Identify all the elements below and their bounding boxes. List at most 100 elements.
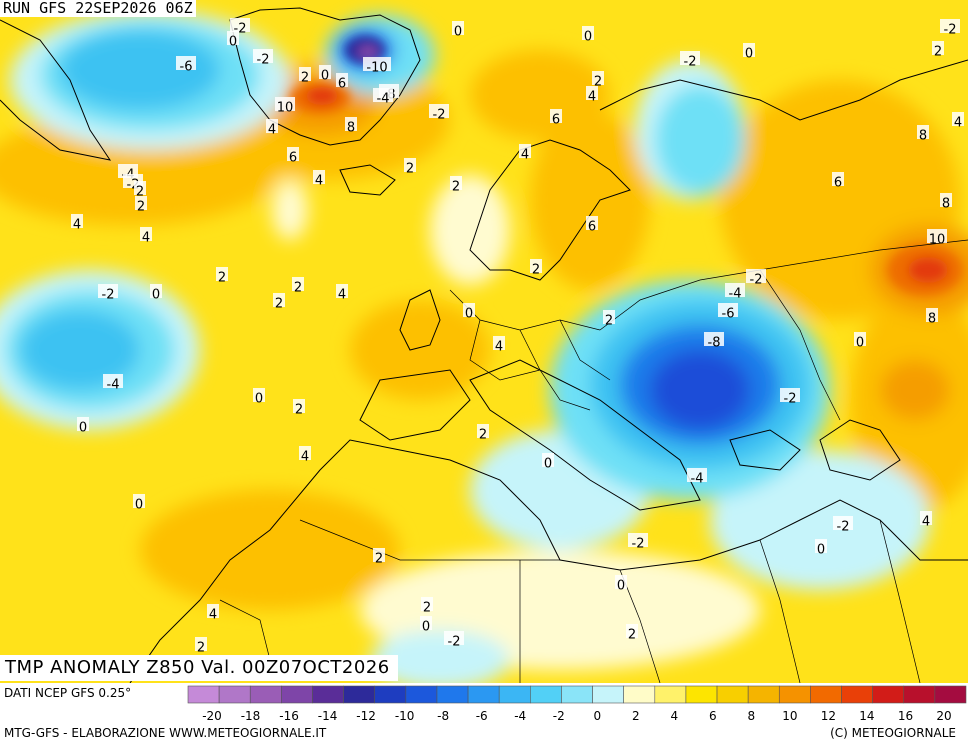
legend-tick-label: -12 [356,709,376,723]
contour-label: 0 [133,494,145,513]
contour-label-text: -8 [708,336,721,351]
contour-label: 4 [71,214,83,233]
contour-label: -2 [444,631,464,650]
contour-label: 4 [266,119,278,138]
north-africa-coast [129,439,968,683]
contour-label-bg [103,374,123,388]
contour-label-text: 6 [289,151,297,166]
contour-label-bg [952,112,964,126]
contour-label-bg [463,303,475,317]
contour-label: 2 [932,41,944,60]
legend-tick-label: -16 [279,709,299,723]
data-source-label: DATI NCEP GFS 0.25° [4,686,132,700]
legend-swatch [249,685,282,704]
contour-label: 2 [134,181,146,200]
contour-label: 8 [917,125,929,144]
legend-tick-label: -18 [241,709,261,723]
contour-label-text: 4 [954,116,962,131]
contour-label-bg [550,109,562,123]
legend-ticks: -20 -18 -16 -14 -12 -10 -8 -6 -4 -2 0 2 4 6 8 10 12 14 16 2… [202,709,951,723]
contour-label: 2 [404,158,416,177]
contour-label-text: 0 [255,392,263,407]
contour-label: 0 [319,65,331,84]
contour-label-bg [832,172,844,186]
contour-label-text: 2 [605,314,613,329]
contour-label-text: 6 [834,176,842,191]
contour-label-bg [404,158,416,172]
contour-label-text: -10 [366,61,387,76]
legend-swatch [498,685,531,704]
contour-label-bg [917,125,929,139]
legend-tick-label: 20 [936,709,951,723]
credit-right: (C) METEOGIORNALE [830,726,956,740]
legend-swatch [187,685,220,704]
contour-label: 2 [299,67,311,86]
contour-label: 0 [253,388,265,407]
contour-label: 2 [603,310,615,329]
contour-label-text: 4 [209,608,217,623]
contour-label: 2 [292,277,304,296]
contour-label-bg [230,18,250,32]
contour-label: 0 [420,616,432,635]
legend-swatch [312,685,344,704]
legend-swatch [281,685,313,704]
contour-label-bg [71,214,83,228]
contour-label-text: 0 [321,69,329,84]
contour-label-bg [815,539,827,553]
contour-label-bg [586,216,598,230]
contour-label: 8 [926,308,938,327]
contour-label-text: -4 [729,287,742,302]
contour-label-text: 2 [479,428,487,443]
contour-label-text: 0 [135,498,143,513]
contour-label: 10 [927,229,947,248]
legend-tick-label: -6 [476,709,488,723]
iberia-coast [359,369,471,441]
iceland-coast [339,164,396,196]
contour-label-bg [854,332,866,346]
contour-label-text: -4 [107,378,120,393]
contour-label-text: 2 [452,180,460,195]
contour-label-bg [615,575,627,589]
legend-swatch [716,685,749,704]
contour-label-bg [542,453,554,467]
contour-label: 4 [952,112,964,131]
contour-label-bg [592,71,604,85]
contour-label: -2 [940,19,960,38]
contour-label: -2 [98,284,118,303]
contour-label-bg [450,176,462,190]
legend-swatch [841,685,873,704]
contour-label-text: 4 [338,288,346,303]
contour-label: 2 [450,176,462,195]
russia-arctic-coast [599,59,968,121]
contour-label: 4 [299,446,311,465]
contour-label: 0 [743,43,755,62]
contour-label-bg [704,332,724,346]
contour-label-bg [530,259,542,273]
contour-label-bg [932,41,944,55]
legend-swatch [218,685,251,704]
legend-swatches [187,685,967,704]
legend-tick-label: 2 [632,709,640,723]
legend-swatch [623,685,656,704]
contour-label-bg [299,446,311,460]
contour-label-text: -6 [180,60,193,75]
contour-label-text: 0 [817,543,825,558]
legend-tick-label: 6 [709,709,717,723]
contour-label-text: 0 [79,421,87,436]
contour-label-bg [134,181,146,195]
contour-label: -2 [680,51,700,70]
legend-tick-label: 0 [593,709,601,723]
contour-label: 6 [832,172,844,191]
legend-tick-label: 4 [670,709,678,723]
contour-label: 4 [140,227,152,246]
contour-label-text: -6 [722,307,735,322]
contour-label-text: 4 [301,450,309,465]
contour-label-bg [429,104,449,118]
contour-label: 2 [477,424,489,443]
contour-label-bg [519,144,531,158]
contour-label: 0 [150,284,162,303]
contour-label-text: 2 [406,162,414,177]
legend-tick-label: 14 [859,709,874,723]
map-title: TMP ANOMALY Z850 Val. 00Z07OCT2026 [0,655,398,681]
contour-label-text: -4 [691,472,704,487]
